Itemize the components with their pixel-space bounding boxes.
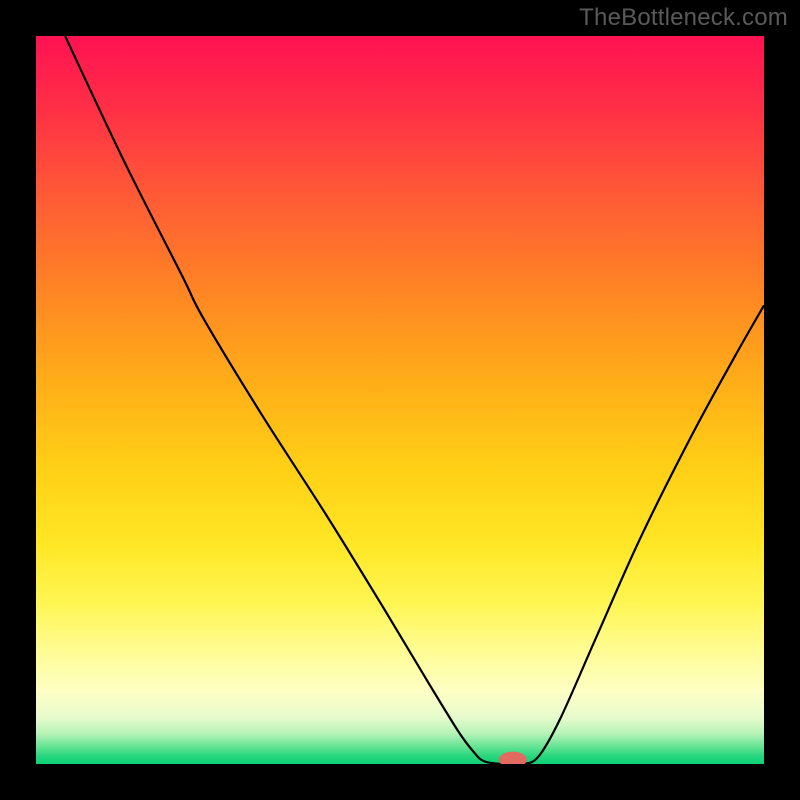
chart-container: TheBottleneck.com <box>0 0 800 800</box>
plot-background <box>36 36 764 764</box>
bottleneck-chart <box>0 0 800 800</box>
watermark-text: TheBottleneck.com <box>579 4 788 32</box>
